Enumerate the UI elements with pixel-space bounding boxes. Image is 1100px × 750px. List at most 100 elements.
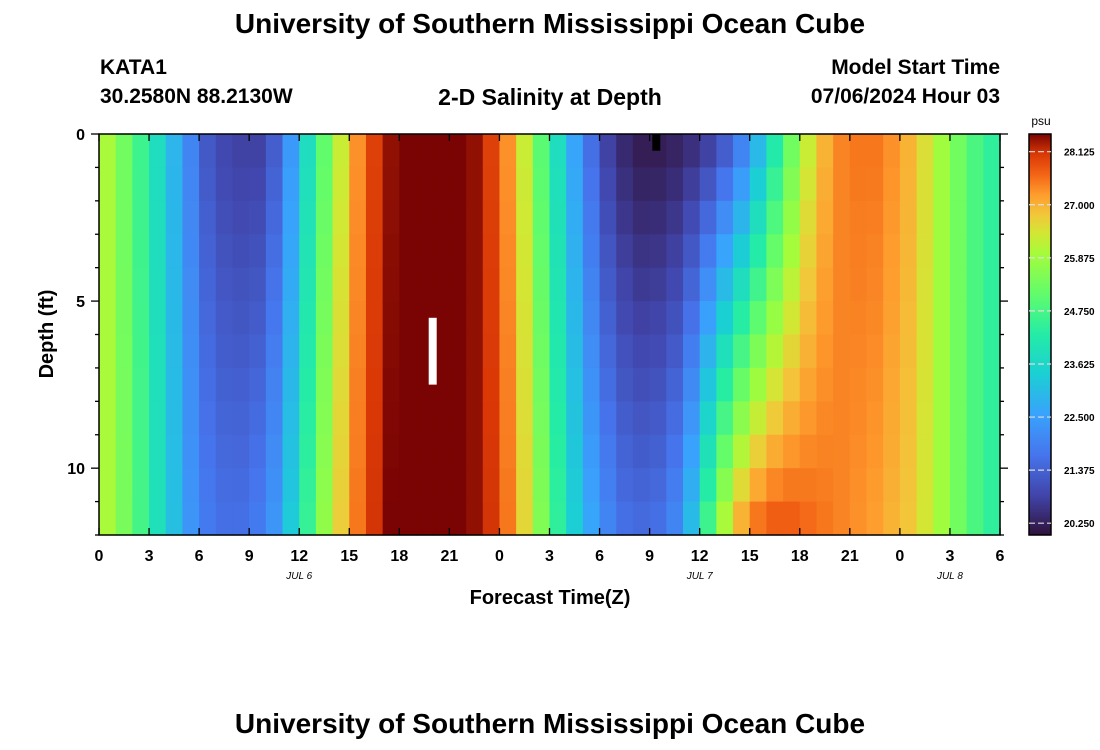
model-start-label: Model Start Time	[831, 56, 1000, 79]
heatmap-cell	[399, 200, 417, 235]
heatmap-cell	[516, 501, 534, 536]
heatmap-cell	[616, 434, 634, 469]
heatmap-cell	[249, 167, 267, 202]
heatmap-cell	[933, 367, 951, 402]
heatmap-cell	[682, 167, 701, 202]
x-tick-label: 3	[945, 548, 954, 565]
heatmap-cell	[566, 334, 584, 369]
y-tick-label: 10	[67, 461, 85, 478]
heatmap-cell	[482, 501, 501, 536]
heatmap-cell	[466, 200, 484, 235]
heatmap-cell	[566, 401, 584, 436]
heatmap-cell	[649, 167, 667, 202]
heatmap-cell	[382, 167, 400, 202]
y-tick-label: 0	[76, 127, 85, 144]
heatmap-cell	[816, 167, 834, 202]
x-tick-label: 6	[996, 548, 1005, 565]
heatmap-cell	[983, 468, 1001, 503]
heatmap-cell	[265, 501, 284, 536]
heatmap-cell	[749, 234, 768, 269]
heatmap-cell	[165, 301, 184, 336]
heatmap-cell	[149, 367, 167, 402]
heatmap-cell	[432, 401, 450, 436]
heatmap-cell	[682, 200, 701, 235]
heatmap-cell	[966, 134, 984, 169]
heatmap-cell	[599, 234, 617, 269]
heatmap-cell	[332, 234, 350, 269]
heatmap-cell	[282, 367, 300, 402]
heatmap-cell	[799, 434, 818, 469]
heatmap-cell	[933, 134, 951, 169]
heatmap-cell	[616, 401, 634, 436]
heatmap-cell	[265, 367, 284, 402]
heatmap-cell	[682, 334, 701, 369]
heatmap-cell	[849, 301, 868, 336]
heatmap-cell	[933, 167, 951, 202]
heatmap-cell	[916, 468, 934, 503]
x-tick-label: 21	[440, 548, 458, 565]
heatmap-cell	[215, 434, 234, 469]
y-axis-label: Depth (ft)	[36, 290, 58, 379]
heatmap-cell	[149, 234, 167, 269]
heatmap-cell	[132, 167, 150, 202]
heatmap-cell	[916, 301, 934, 336]
heatmap-cell	[949, 501, 968, 536]
heatmap-cell	[215, 234, 234, 269]
heatmap-cell	[566, 234, 584, 269]
heatmap-cell	[899, 134, 918, 169]
heatmap-cell	[766, 200, 784, 235]
heatmap-cell	[99, 301, 117, 336]
heatmap-cell	[632, 267, 651, 302]
heatmap-cell	[399, 434, 417, 469]
heatmap-cell	[532, 401, 551, 436]
heatmap-cell	[249, 334, 267, 369]
heatmap-cell	[182, 367, 200, 402]
heatmap-cell	[766, 401, 784, 436]
heatmap-cell	[132, 367, 150, 402]
heatmap-cell	[983, 267, 1001, 302]
heatmap-cell	[499, 334, 517, 369]
heatmap-cell	[232, 134, 250, 169]
heatmap-cell	[482, 167, 501, 202]
heatmap-cell	[365, 434, 384, 469]
heatmap-cell	[966, 301, 984, 336]
heatmap-cell	[265, 468, 284, 503]
heatmap-cell	[799, 167, 818, 202]
heatmap-cell	[432, 167, 450, 202]
heatmap-cell	[132, 200, 150, 235]
heatmap-cell	[966, 167, 984, 202]
heatmap-cell	[783, 267, 801, 302]
heatmap-cell	[99, 401, 117, 436]
heatmap-cell	[816, 434, 834, 469]
heatmap-cell	[115, 200, 133, 235]
heatmap-cell	[883, 267, 901, 302]
heatmap-cell	[699, 401, 717, 436]
heatmap-cell	[182, 334, 200, 369]
heatmap-cell	[816, 367, 834, 402]
heatmap-cell	[833, 434, 851, 469]
heatmap-cell	[766, 434, 784, 469]
heatmap-cell	[332, 434, 350, 469]
heatmap-cell	[916, 167, 934, 202]
heatmap-cell	[849, 434, 868, 469]
heatmap-cell	[666, 301, 684, 336]
heatmap-cell	[899, 234, 918, 269]
heatmap-cell	[232, 468, 250, 503]
heatmap-cell	[649, 401, 667, 436]
heatmap-cell	[933, 401, 951, 436]
heatmap-cell	[315, 267, 334, 302]
heatmap-cell	[916, 401, 934, 436]
heatmap-cell	[983, 200, 1001, 235]
heatmap-cell	[282, 134, 300, 169]
heatmap-cell	[532, 468, 551, 503]
heatmap-cell	[149, 401, 167, 436]
heatmap-cell	[849, 468, 868, 503]
heatmap-cell	[582, 167, 601, 202]
missing-data-marker	[428, 317, 437, 385]
heatmap-cell	[349, 468, 367, 503]
x-axis: 0 3 6 9 12 15 18 21 0 3 6 9 12 15 18 21 0 3 6 JUL 6 JUL 7 JUL…	[95, 134, 1005, 582]
x-tick-label: 15	[340, 548, 358, 565]
heatmap-cell	[649, 501, 667, 536]
heatmap-cell	[199, 334, 217, 369]
heatmap-cell	[315, 401, 334, 436]
